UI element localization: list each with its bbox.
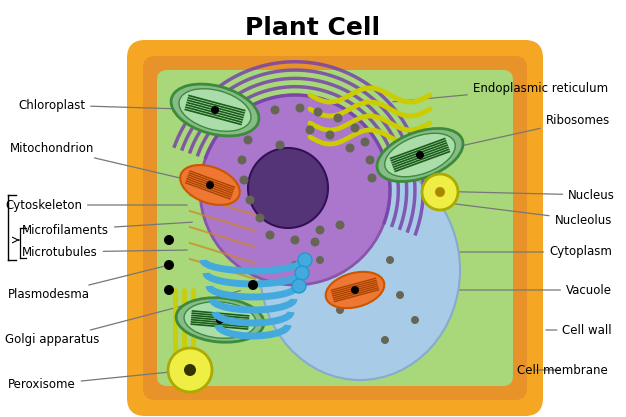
Circle shape (334, 113, 342, 123)
Circle shape (411, 316, 419, 324)
Circle shape (216, 316, 224, 324)
Circle shape (244, 136, 252, 145)
Circle shape (416, 151, 424, 159)
FancyBboxPatch shape (143, 56, 527, 400)
Circle shape (164, 285, 174, 295)
Circle shape (237, 156, 247, 164)
FancyBboxPatch shape (157, 70, 513, 386)
Circle shape (164, 260, 174, 270)
Circle shape (290, 236, 299, 244)
Circle shape (351, 123, 359, 133)
Ellipse shape (176, 298, 264, 342)
Ellipse shape (377, 128, 463, 181)
Circle shape (265, 231, 274, 239)
Circle shape (396, 291, 404, 299)
Text: Golgi apparatus: Golgi apparatus (5, 291, 240, 347)
Text: Cytoplasm: Cytoplasm (443, 246, 612, 259)
Circle shape (361, 138, 369, 146)
Text: Peroxisome: Peroxisome (8, 370, 187, 392)
Circle shape (336, 306, 344, 314)
Ellipse shape (171, 84, 259, 136)
Text: Ribosomes: Ribosomes (423, 113, 610, 154)
Circle shape (326, 131, 334, 140)
Circle shape (250, 111, 260, 120)
Text: Microtubules: Microtubules (22, 246, 187, 259)
Circle shape (386, 256, 394, 264)
Ellipse shape (180, 165, 240, 205)
Circle shape (435, 187, 445, 197)
Circle shape (298, 253, 312, 267)
Circle shape (206, 181, 214, 189)
Text: Nucleolus: Nucleolus (331, 188, 612, 226)
Text: Chloroplast: Chloroplast (18, 98, 212, 111)
Circle shape (275, 141, 284, 150)
Ellipse shape (179, 89, 251, 131)
Ellipse shape (248, 148, 328, 228)
Circle shape (346, 143, 354, 153)
Text: Microfilaments: Microfilaments (22, 222, 192, 236)
Circle shape (366, 156, 374, 164)
Circle shape (305, 126, 314, 135)
Text: Nucleus: Nucleus (387, 188, 615, 201)
Text: Plasmodesma: Plasmodesma (8, 266, 167, 301)
Circle shape (336, 221, 344, 229)
Text: Plant Cell: Plant Cell (245, 16, 381, 40)
Circle shape (291, 261, 299, 269)
Circle shape (295, 266, 309, 280)
Circle shape (310, 238, 319, 246)
Circle shape (168, 348, 212, 392)
Circle shape (295, 103, 304, 113)
Circle shape (367, 173, 376, 183)
Circle shape (184, 364, 196, 376)
Circle shape (316, 256, 324, 264)
Circle shape (211, 106, 219, 114)
Ellipse shape (184, 302, 256, 338)
Circle shape (316, 226, 324, 234)
FancyBboxPatch shape (127, 40, 543, 416)
Text: Mitochondrion: Mitochondrion (10, 141, 207, 184)
Ellipse shape (200, 95, 390, 285)
Ellipse shape (260, 160, 460, 380)
Circle shape (422, 174, 458, 210)
Circle shape (245, 196, 255, 204)
Text: Cell membrane: Cell membrane (517, 364, 608, 377)
Ellipse shape (326, 272, 384, 308)
Ellipse shape (385, 133, 455, 177)
Text: Cell wall: Cell wall (546, 324, 612, 337)
Text: Cytoskeleton: Cytoskeleton (5, 198, 187, 211)
Circle shape (314, 108, 322, 116)
Circle shape (248, 280, 258, 290)
Circle shape (255, 214, 265, 223)
Circle shape (381, 336, 389, 344)
Circle shape (351, 286, 359, 294)
Text: Endoplasmic reticulum: Endoplasmic reticulum (393, 81, 608, 102)
Circle shape (164, 235, 174, 245)
Text: Vacuole: Vacuole (443, 284, 612, 296)
Circle shape (270, 106, 279, 115)
Circle shape (292, 279, 306, 293)
Circle shape (240, 176, 249, 184)
